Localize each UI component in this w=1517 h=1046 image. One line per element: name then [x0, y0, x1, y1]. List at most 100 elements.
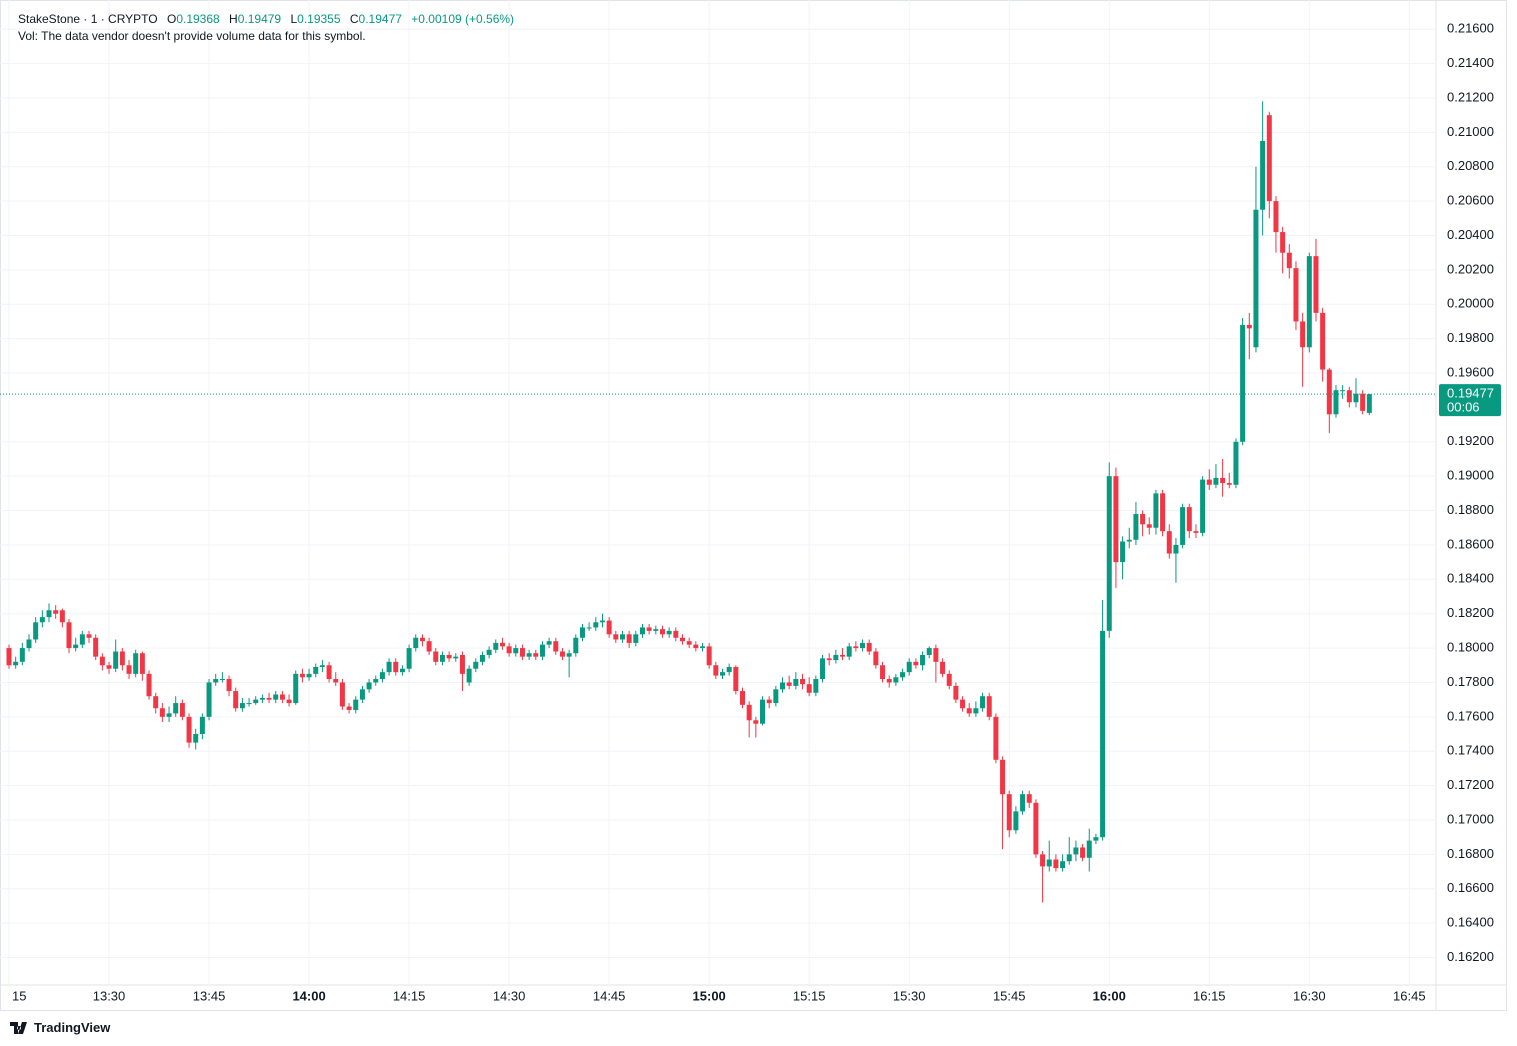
candle-body	[146, 673, 152, 697]
candle-body	[453, 656, 459, 659]
candle-body	[173, 703, 179, 714]
candle-body	[1213, 477, 1219, 485]
candle-body	[513, 648, 519, 654]
candle-body	[1246, 324, 1252, 329]
candle-body	[966, 708, 972, 714]
candle-body	[219, 679, 225, 681]
candle-body	[433, 651, 439, 662]
candle-body	[1200, 479, 1206, 533]
last-price-tag	[1439, 384, 1501, 417]
candle-body	[813, 679, 819, 693]
candle-body	[1060, 861, 1066, 869]
candle-body	[960, 699, 966, 709]
candle-body	[133, 653, 139, 674]
y-tick-label: 0.20800	[1447, 158, 1494, 173]
candle-body	[593, 622, 599, 628]
candle-body	[866, 642, 872, 652]
y-tick-label: 0.20600	[1447, 193, 1494, 208]
candle-body	[726, 666, 732, 673]
y-tick-label: 0.18400	[1447, 571, 1494, 586]
candle-body	[459, 654, 465, 674]
candle-body	[1146, 524, 1152, 528]
y-tick-label: 0.17400	[1447, 743, 1494, 758]
change-pct: (+0.56%)	[465, 12, 515, 26]
x-tick-label: 13:30	[93, 988, 126, 1003]
y-tick-label: 0.19000	[1447, 468, 1494, 483]
countdown: 00:06	[1447, 400, 1480, 415]
candle-body	[993, 716, 999, 760]
candle-body	[1306, 256, 1312, 348]
candle-body	[199, 716, 205, 735]
candle-body	[1186, 507, 1192, 532]
candle-body	[886, 679, 892, 683]
candle-body	[206, 682, 212, 717]
candle-body	[233, 691, 239, 709]
candle-body	[679, 637, 685, 642]
y-tick-label: 0.19600	[1447, 364, 1494, 379]
candle-body	[826, 658, 832, 661]
candle-body	[406, 648, 412, 669]
candle-body	[159, 708, 165, 717]
candle-body	[980, 696, 986, 709]
candle-body	[933, 648, 939, 662]
low-label: L	[290, 12, 298, 26]
y-tick-label: 0.17200	[1447, 777, 1494, 792]
x-tick-label: 15:15	[793, 988, 826, 1003]
candle-body	[1026, 794, 1032, 803]
candle-body	[166, 713, 172, 717]
candle-body	[486, 649, 492, 655]
candle-body	[1013, 811, 1019, 831]
candle-body	[699, 646, 705, 649]
change: +0.00109	[411, 12, 462, 26]
y-tick-label: 0.16200	[1447, 949, 1494, 964]
candle-body	[1100, 630, 1106, 838]
x-tick-label: 15:45	[993, 988, 1026, 1003]
candle-body	[760, 699, 766, 724]
candle-body	[733, 666, 739, 692]
x-tick-label: 14:45	[593, 988, 626, 1003]
brand[interactable]: TradingView	[10, 1020, 110, 1035]
candle-body	[1066, 854, 1072, 862]
candle-body	[940, 661, 946, 674]
candle-body	[13, 661, 19, 666]
candle-body	[720, 672, 725, 676]
candle-body	[186, 716, 192, 743]
candle-body	[1086, 840, 1092, 858]
candle-body	[573, 637, 579, 654]
candle-body	[1126, 539, 1132, 542]
candle-body	[93, 637, 99, 657]
candle-body	[439, 654, 445, 662]
candle-body	[606, 620, 612, 635]
candle-body	[740, 691, 746, 705]
candle-body	[913, 661, 919, 666]
candle-body	[1353, 393, 1359, 403]
candle-body	[1006, 794, 1012, 831]
y-tick-label: 0.18000	[1447, 640, 1494, 655]
x-tick-label: 15:00	[693, 988, 726, 1003]
x-tick-label: 14:00	[292, 988, 325, 1003]
x-tick-label: 16:00	[1093, 988, 1126, 1003]
y-tick-label: 0.17600	[1447, 708, 1494, 723]
candle-body	[306, 673, 312, 678]
candle-body	[566, 653, 572, 657]
candle-body	[346, 706, 352, 710]
symbol: StakeStone · 1 · CRYPTO	[18, 12, 158, 26]
candle-body	[1266, 115, 1272, 202]
legend-header: StakeStone · 1 · CRYPTO O0.19368 H0.1947…	[18, 11, 514, 45]
candle-body	[786, 682, 792, 686]
candle-body	[179, 703, 185, 717]
candle-body	[853, 646, 859, 649]
x-tick-label: 15	[12, 988, 26, 1003]
candle-body	[1240, 324, 1246, 442]
candle-body	[86, 634, 92, 638]
candle-body	[1140, 513, 1146, 525]
candle-body	[279, 694, 285, 700]
candle-body	[873, 651, 879, 666]
candle-body	[820, 658, 826, 680]
candle-body	[73, 644, 79, 649]
candle-body	[1000, 759, 1006, 795]
candle-body	[379, 672, 385, 680]
candle-body	[1293, 268, 1299, 322]
candle-body	[553, 641, 559, 652]
